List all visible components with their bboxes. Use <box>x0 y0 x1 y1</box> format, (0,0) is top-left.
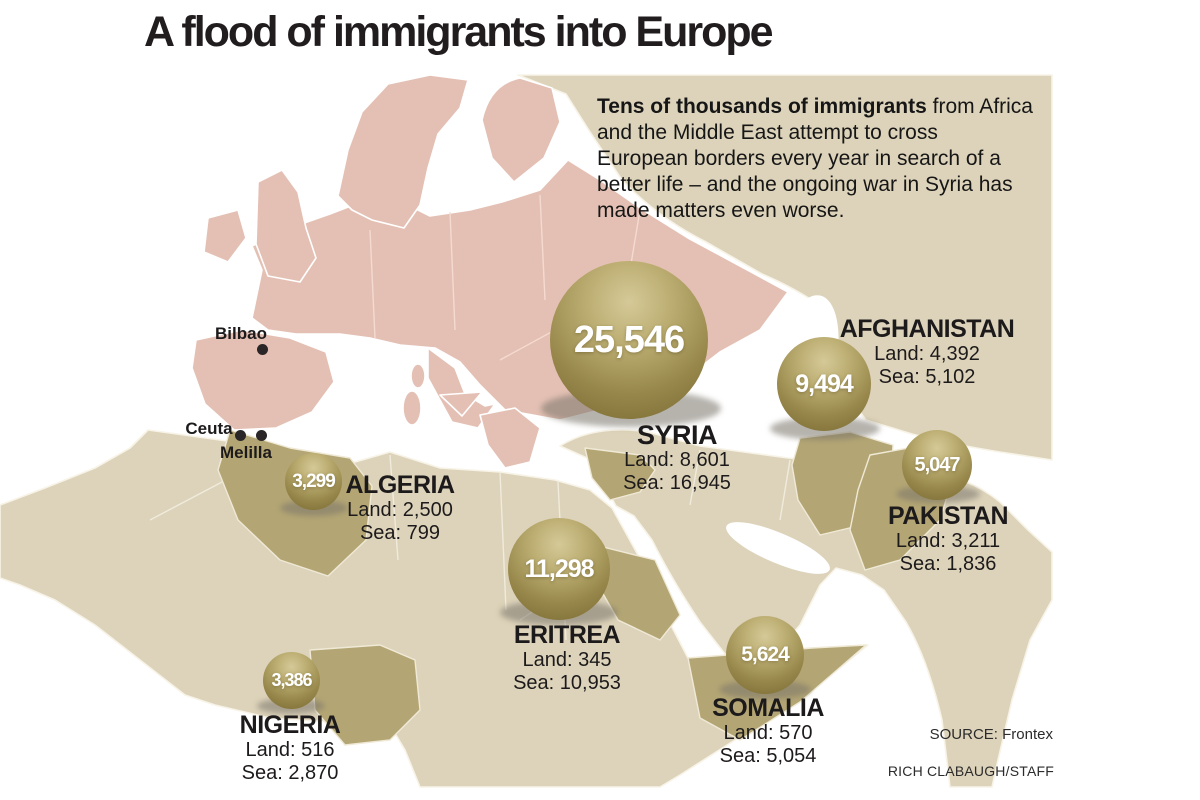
country-name-somalia: SOMALIA <box>712 694 824 722</box>
region-corsica <box>410 363 426 389</box>
region-nigeria-highlight <box>309 644 421 746</box>
land-value-afghanistan: Land: 4,392 <box>874 343 980 365</box>
persian-gulf <box>726 522 830 574</box>
city-label-melilla: Melilla <box>220 443 272 462</box>
region-greece <box>479 407 541 469</box>
label-eritrea: ERITREA Land: 345 Sea: 10,953 <box>487 621 647 695</box>
land-value-nigeria: Land: 516 <box>245 739 335 761</box>
sphere-total-afghanistan: 9,494 <box>795 369 854 398</box>
country-name-algeria: ALGERIA <box>345 471 456 499</box>
land-value-somalia: Land: 570 <box>723 722 813 744</box>
intro-lead: Tens of thousands of immigrants <box>597 95 927 118</box>
sphere-somalia: 5,624 <box>726 616 804 694</box>
sphere-total-syria: 25,546 <box>573 318 685 361</box>
city-dot-bilbao <box>257 344 268 355</box>
sphere-total-somalia: 5,624 <box>741 643 790 666</box>
region-uk <box>255 169 317 283</box>
country-name-eritrea: ERITREA <box>513 621 621 649</box>
label-algeria: ALGERIA Land: 2,500 Sea: 799 <box>330 471 470 545</box>
sea-value-afghanistan: Sea: 5,102 <box>878 366 976 388</box>
sphere-total-algeria: 3,299 <box>292 470 336 492</box>
sea-value-algeria: Sea: 799 <box>359 522 441 544</box>
sphere-nigeria: 3,386 <box>263 652 320 709</box>
sea-value-somalia: Sea: 5,054 <box>719 745 817 767</box>
region-syria-highlight <box>584 447 656 501</box>
sphere-syria: 25,546 <box>550 261 708 419</box>
city-label-bilbao: Bilbao <box>215 324 267 343</box>
sphere-total-nigeria: 3,386 <box>271 670 312 690</box>
sphere-total-eritrea: 11,298 <box>524 554 594 583</box>
sphere-eritrea: 11,298 <box>508 518 610 620</box>
region-scandinavia <box>337 74 469 229</box>
intro-text: Tens of thousands of immigrants from Afr… <box>597 94 1033 224</box>
city-dot-melilla <box>256 430 267 441</box>
label-nigeria: NIGERIA Land: 516 Sea: 2,870 <box>210 711 370 785</box>
sphere-algeria: 3,299 <box>285 453 342 510</box>
city-dot-ceuta <box>235 430 246 441</box>
land-value-pakistan: Land: 3,211 <box>895 530 1001 552</box>
country-name-pakistan: PAKISTAN <box>887 502 1009 530</box>
region-sicily <box>439 391 483 417</box>
sea-value-pakistan: Sea: 1,836 <box>899 553 997 575</box>
sea-value-eritrea: Sea: 10,953 <box>513 672 621 694</box>
label-somalia: SOMALIA Land: 570 Sea: 5,054 <box>688 694 848 768</box>
region-sardinia <box>402 390 422 426</box>
sea-value-syria: Sea: 16,945 <box>623 472 731 494</box>
country-name-syria: SYRIA <box>636 420 718 450</box>
label-syria: SYRIA Land: 8,601 Sea: 16,945 <box>597 421 757 495</box>
europe-borders <box>369 194 641 361</box>
country-name-afghanistan: AFGHANISTAN <box>839 315 1015 343</box>
label-afghanistan: AFGHANISTAN Land: 4,392 Sea: 5,102 <box>827 315 1027 389</box>
land-value-algeria: Land: 2,500 <box>347 499 453 521</box>
source-attribution: SOURCE: Frontex <box>929 726 1053 743</box>
region-finland <box>481 77 561 183</box>
sphere-pakistan: 5,047 <box>902 430 972 500</box>
city-label-ceuta: Ceuta <box>185 419 233 438</box>
intro-body: from Africa and the Middle East attempt … <box>597 95 1033 222</box>
sphere-total-pakistan: 5,047 <box>914 453 960 476</box>
page-title: A flood of immigrants into Europe <box>144 8 774 56</box>
country-name-nigeria: NIGERIA <box>239 711 341 739</box>
region-ireland <box>203 209 247 263</box>
sphere-afghanistan: 9,494 <box>777 337 871 431</box>
sea-value-nigeria: Sea: 2,870 <box>241 762 339 784</box>
artist-credit: RICH CLABAUGH/STAFF <box>887 763 1054 779</box>
land-value-syria: Land: 8,601 <box>624 449 730 471</box>
region-iberia <box>191 329 335 431</box>
land-value-eritrea: Land: 345 <box>522 649 612 671</box>
label-pakistan: PAKISTAN Land: 3,211 Sea: 1,836 <box>848 502 1048 576</box>
